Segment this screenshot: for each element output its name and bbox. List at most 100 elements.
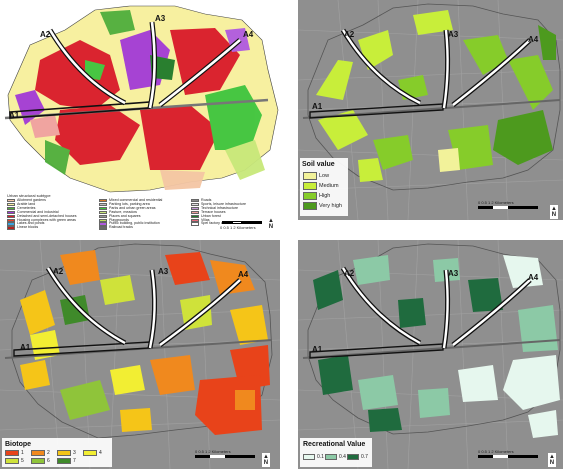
transect-a2 [341,267,421,345]
legend-item: High [303,192,330,200]
legend-item: Mixed commercial and residential [99,198,163,203]
legend-swatch [7,202,15,207]
legend-item: Parks and urban green areas [99,205,156,211]
north-arrow: ▲ N [262,453,270,467]
legend-swatch [7,226,15,230]
legend-swatch [191,210,199,215]
legend-swatch [99,226,107,230]
legend-item: Roads [191,198,211,203]
north-arrow: ▲ N [268,218,274,230]
transect-a4 [452,279,531,346]
label-a2: A2 [344,269,355,278]
legend-label: Playgrounds [109,217,129,222]
legend-label: Detached and semi-detached houses [17,213,77,218]
legend-swatch [7,214,15,218]
panel-biotope-map: A1 A2 A3 A4 Biotope 1 2 3 4 5 6 7 0 0.5 1 2 Ki… [0,240,280,469]
legend-label: 3 [73,450,76,456]
scale-bar [222,221,262,224]
label-a2: A2 [344,30,355,39]
legend-swatch [7,206,15,211]
legend-label: Cemeteries [17,205,36,210]
legend-label: Parks and urban green areas [109,205,156,210]
legend-item: Lakes and ponds [7,222,44,226]
legend-swatch [7,199,15,203]
legend-item: Pasture, meadow [99,210,137,215]
legend-item: 0.1 [303,454,324,460]
transect-a4 [159,39,241,107]
legend-label: Low [319,173,330,179]
legend-item: 0.4 [325,454,346,460]
legend-swatch [99,202,107,207]
legend-swatch [347,454,359,460]
legend-label: 0.7 [361,454,368,460]
legend-label: Sports, leisure infrastructure [201,201,246,206]
legend-swatch [303,454,315,460]
legend-label: Allotment gardens [17,198,46,202]
legend-swatch [99,206,107,211]
transect-a2 [341,29,421,105]
soil-value-map-canvas [298,0,563,220]
scale-label: 0 0.5 1 2 Kilometers [478,200,514,205]
legend-label: Arable land [17,201,36,206]
label-a3: A3 [448,30,459,39]
legend-title: Soil value [302,161,335,168]
legend-label: Lakes and ponds [17,221,45,226]
legend-item: 3 [57,450,76,456]
scale-label: 0 0.5 1 2 Kilometers [195,449,231,454]
north-label: N [549,460,555,466]
legend-swatch [5,458,19,464]
scale-label: 0 0.5 1 2 Kilometers [478,449,514,454]
transect-a4 [452,39,531,106]
scale-bar [478,206,538,209]
legend-swatch [191,202,199,207]
legend-item: 5 [5,458,24,464]
legend-label: 0.4 [339,454,346,460]
legend-swatch [303,182,317,190]
label-a4: A4 [528,35,539,44]
label-a4: A4 [243,30,254,39]
legend-item: 0.7 [347,454,368,460]
north-label: N [551,212,557,218]
legend-swatch [57,450,71,456]
legend-swatch [303,202,317,210]
transect-a2 [48,29,126,105]
north-arrow: ▲ N [548,453,556,467]
recreational-value-map-canvas [298,240,563,469]
legend-item: 1 [5,450,24,456]
scale-label: 0 0.5 1 2 Kilometers [220,225,256,230]
legend-item: Parking lots, parking area [99,201,150,207]
legend-label: Public building, public institution [109,221,160,226]
legend-swatch [31,450,45,456]
legend-swatch [325,454,337,460]
legend-item: Spel factory area [191,222,228,226]
transect-a4 [159,279,241,346]
recreational-value-legend [300,438,372,467]
legend-label: Mixed commercial and residential [109,198,163,202]
legend-swatch [99,218,107,222]
urban-structure-map-canvas [4,5,279,193]
legend-swatch [83,450,97,456]
legend-item: Places and squares [99,214,141,219]
legend-label: Very high [319,203,342,209]
legend-item: Technical infrastructure [191,206,238,211]
label-a2: A2 [40,30,51,39]
legend-item: Sports, leisure infrastructure [191,201,246,207]
legend-swatch [5,450,19,456]
legend-label: 6 [47,458,50,464]
legend-label: Parking lots, parking area [109,201,150,206]
legend-item: Public building, public institution [99,222,160,226]
legend-title: Recreational Value [303,441,366,448]
legend-item: Cemeteries [7,205,36,211]
legend-label: 7 [73,458,76,464]
label-a4: A4 [238,270,249,279]
legend-swatch [7,222,15,226]
transect-a3 [442,269,449,349]
legend-swatch [191,214,199,218]
legend-swatch [7,218,15,222]
legend-label: Commercial and industrial [17,209,59,214]
legend-item: Urban forest [191,214,221,219]
legend-item: Railroad tracks [99,225,133,230]
panel-recreational-value-map: A1 A2 A3 A4 Recreational Value 0.1 0.4 0.7… [298,240,563,469]
label-a1: A1 [20,343,31,352]
legend-title: Biotope [5,441,32,448]
